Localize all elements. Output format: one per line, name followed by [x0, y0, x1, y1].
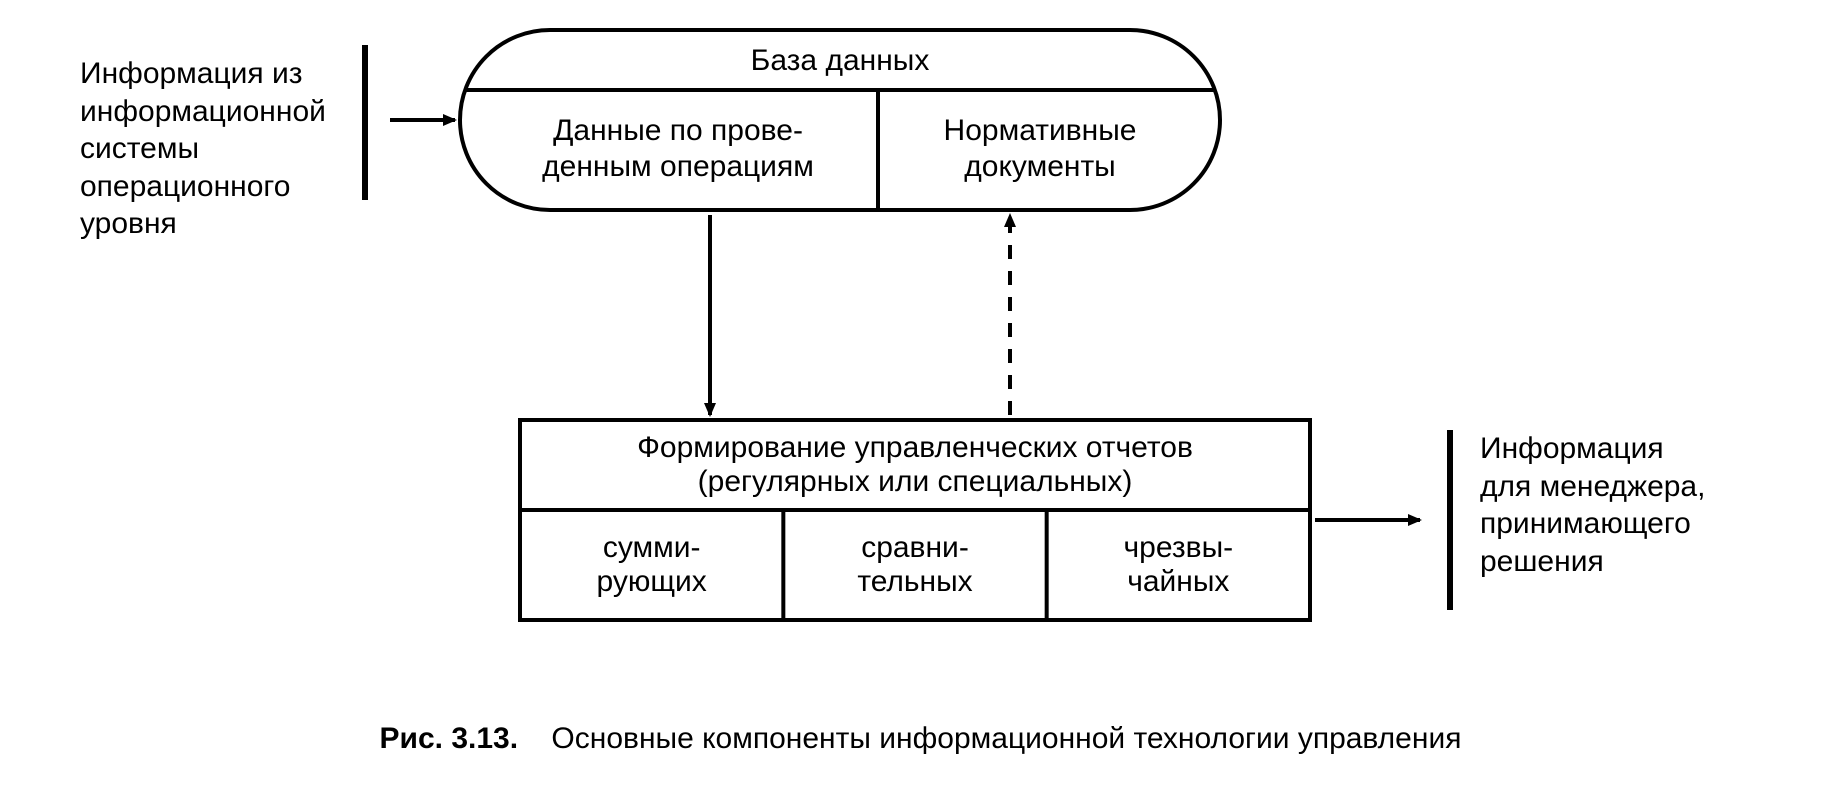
svg-text:(регулярных или специальных): (регулярных или специальных) — [698, 465, 1133, 498]
output-label-line: решения — [1480, 543, 1705, 581]
svg-text:Формирование управленческих о: Формирование управленческих отчетов — [637, 431, 1193, 464]
output-label: Информация для менеджера, принимающего р… — [1480, 430, 1705, 580]
caption-text: Основные компоненты информационной техно… — [551, 722, 1461, 755]
output-label-line: принимающего — [1480, 505, 1705, 543]
figure-caption: Рис. 3.13. Основные компоненты информаци… — [0, 720, 1841, 758]
svg-text:Данные по прове-: Данные по прове- — [553, 114, 803, 147]
svg-text:База данных: База данных — [751, 44, 930, 77]
svg-text:тельных: тельных — [857, 565, 972, 598]
diagram-canvas: База данных Данные по прове-денным операц… — [0, 0, 1841, 803]
svg-text:чайных: чайных — [1127, 565, 1229, 598]
input-label-line: операционного — [80, 168, 326, 206]
output-label-line: Информация — [1480, 430, 1705, 468]
svg-text:рующих: рующих — [597, 565, 707, 598]
svg-text:денным операциям: денным операциям — [542, 150, 814, 183]
svg-text:Нормативные: Нормативные — [944, 114, 1137, 147]
svg-text:сумми-: сумми- — [603, 531, 701, 564]
input-label: Информация из информационной системы опе… — [80, 55, 326, 243]
caption-bold: Рис. 3.13. — [380, 722, 519, 755]
input-label-line: Информация из — [80, 55, 326, 93]
input-label-line: системы — [80, 130, 326, 168]
input-label-line: уровня — [80, 205, 326, 243]
output-label-line: для менеджера, — [1480, 468, 1705, 506]
svg-text:документы: документы — [964, 150, 1116, 183]
svg-text:сравни-: сравни- — [861, 531, 969, 564]
input-label-line: информационной — [80, 93, 326, 131]
svg-text:чрезвы-: чрезвы- — [1124, 531, 1234, 564]
